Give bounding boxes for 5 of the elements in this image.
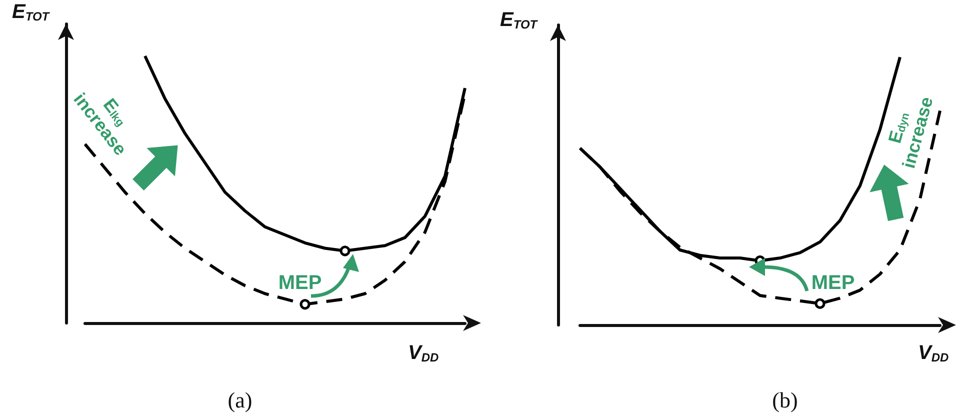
annotation: MEP	[811, 272, 855, 294]
text: (b)	[772, 388, 798, 412]
text: (a)	[228, 388, 252, 412]
annotation: Edyn increase	[884, 94, 937, 170]
annotation: MEP	[278, 272, 322, 294]
